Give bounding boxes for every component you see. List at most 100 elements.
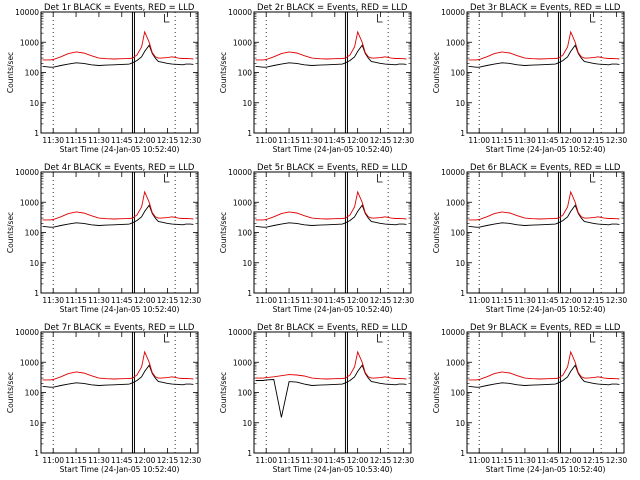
x-tick-label: 11:00 [468, 456, 490, 465]
plot-frame [253, 171, 412, 294]
series-line-lld [468, 30, 620, 61]
series-line-lld [255, 350, 407, 380]
y-tick-label: 1 [460, 129, 465, 138]
x-axis-label: Start Time (24-Jan-05 10:52:40) [273, 145, 393, 154]
y-tick-label: 10000 [228, 168, 252, 177]
series-line-events [255, 204, 407, 228]
x-axis-label: Start Time (24-Jan-05 10:52:40) [60, 465, 180, 474]
series-line-lld [255, 190, 407, 221]
y-tick-label: 10000 [15, 328, 39, 337]
x-tick-label: 11:00 [468, 296, 490, 305]
panel-title: Det 7r BLACK = Events, RED = LLD [44, 323, 195, 333]
x-axis-label: Start Time (24-Jan-05 10:52:40) [486, 465, 606, 474]
plot-frame [40, 171, 199, 294]
y-tick-label: 1 [460, 449, 465, 458]
x-tick-label: 12:30 [180, 296, 202, 305]
panel-title: Det 2r BLACK = Events, RED = LLD [257, 3, 408, 13]
plot-frame [40, 11, 199, 134]
y-tick-label: 1000 [233, 198, 252, 207]
x-tick-label: 11:00 [42, 456, 64, 465]
x-tick-label: 11:30 [301, 296, 323, 305]
y-tick-label: 100 [25, 389, 40, 398]
series-line-lld [42, 350, 194, 381]
y-tick-label: 100 [451, 389, 466, 398]
y-tick-label: 1000 [233, 358, 252, 367]
y-tick-label: 10 [455, 99, 465, 108]
y-tick-label: 1000 [20, 358, 39, 367]
x-tick-label: 12:00 [347, 136, 369, 145]
series-line-lld [468, 190, 620, 221]
x-tick-label: 11:15 [65, 456, 87, 465]
x-tick-label: 11:45 [324, 136, 346, 145]
x-tick-label: 11:30 [301, 136, 323, 145]
series-line-lld [42, 190, 194, 221]
bracket-marker [164, 14, 170, 23]
x-tick-label: 12:00 [347, 296, 369, 305]
y-tick-label: 10000 [441, 328, 465, 337]
x-tick-label: 11:00 [255, 136, 277, 145]
x-axis-label: Start Time (24-Jan-05 10:52:40) [486, 305, 606, 314]
bracket-marker [164, 174, 170, 183]
y-tick-label: 1000 [20, 198, 39, 207]
x-tick-label: 12:15 [370, 456, 392, 465]
x-tick-label: 11:45 [111, 296, 133, 305]
y-axis-label: Counts/sec [219, 212, 228, 253]
bracket-marker [377, 334, 383, 343]
x-tick-label: 11:45 [324, 456, 346, 465]
y-tick-label: 10 [29, 99, 39, 108]
series-line-events [42, 44, 194, 68]
x-tick-label: 11:45 [537, 456, 559, 465]
panel-title: Det 9r BLACK = Events, RED = LLD [470, 323, 621, 333]
series-line-events [255, 364, 407, 418]
plot-frame [466, 171, 625, 294]
y-tick-label: 100 [238, 229, 253, 238]
chart-panel-4: Det 4r BLACK = Events, RED = LLD 1 10 100 10… [6, 163, 201, 314]
series-line-lld [468, 350, 620, 381]
y-axis-label: Counts/sec [6, 372, 15, 413]
x-tick-label: 11:30 [42, 296, 64, 305]
x-tick-label: 11:00 [255, 296, 277, 305]
panel-title: Det 3r BLACK = Events, RED = LLD [470, 3, 621, 13]
plot-frame [253, 11, 412, 134]
x-tick-label: 11:15 [65, 296, 87, 305]
y-tick-label: 1000 [446, 198, 465, 207]
x-tick-label: 11:45 [111, 136, 133, 145]
bracket-marker [164, 334, 170, 343]
x-tick-label: 11:30 [301, 456, 323, 465]
x-tick-label: 11:15 [278, 456, 300, 465]
chart-panel-7: Det 7r BLACK = Events, RED = LLD 1 10 100 10… [6, 323, 201, 474]
x-tick-label: 12:30 [393, 456, 415, 465]
x-tick-label: 12:15 [583, 296, 605, 305]
x-tick-label: 12:30 [606, 136, 628, 145]
plot-frame [466, 11, 625, 134]
x-tick-label: 11:30 [88, 296, 110, 305]
y-tick-label: 1 [247, 129, 252, 138]
x-tick-label: 11:45 [111, 456, 133, 465]
x-tick-label: 12:15 [583, 136, 605, 145]
x-axis-label: Start Time (24-Jan-05 10:52:40) [486, 145, 606, 154]
y-tick-label: 1 [247, 449, 252, 458]
x-tick-label: 11:30 [88, 136, 110, 145]
x-tick-label: 12:15 [370, 296, 392, 305]
panel-title: Det 6r BLACK = Events, RED = LLD [470, 163, 621, 173]
x-tick-label: 11:00 [255, 456, 277, 465]
y-tick-label: 100 [25, 229, 40, 238]
x-tick-label: 12:30 [393, 296, 415, 305]
y-tick-label: 100 [25, 69, 40, 78]
bracket-marker [590, 174, 596, 183]
x-axis-label: Start Time (24-Jan-05 10:53:40) [273, 465, 393, 474]
y-tick-label: 10 [29, 419, 39, 428]
x-tick-label: 12:30 [606, 296, 628, 305]
panel-title: Det 1r BLACK = Events, RED = LLD [44, 3, 195, 13]
panel-title: Det 4r BLACK = Events, RED = LLD [44, 163, 195, 173]
panel-title: Det 8r BLACK = Events, RED = LLD [257, 323, 408, 333]
y-tick-label: 1 [34, 449, 39, 458]
y-axis-label: Counts/sec [6, 52, 15, 93]
x-tick-label: 11:30 [514, 136, 536, 145]
x-tick-label: 11:45 [537, 296, 559, 305]
y-tick-label: 10000 [15, 168, 39, 177]
y-tick-label: 1 [247, 289, 252, 298]
x-tick-label: 11:30 [42, 136, 64, 145]
series-line-events [255, 44, 407, 68]
y-axis-label: Counts/sec [6, 212, 15, 253]
